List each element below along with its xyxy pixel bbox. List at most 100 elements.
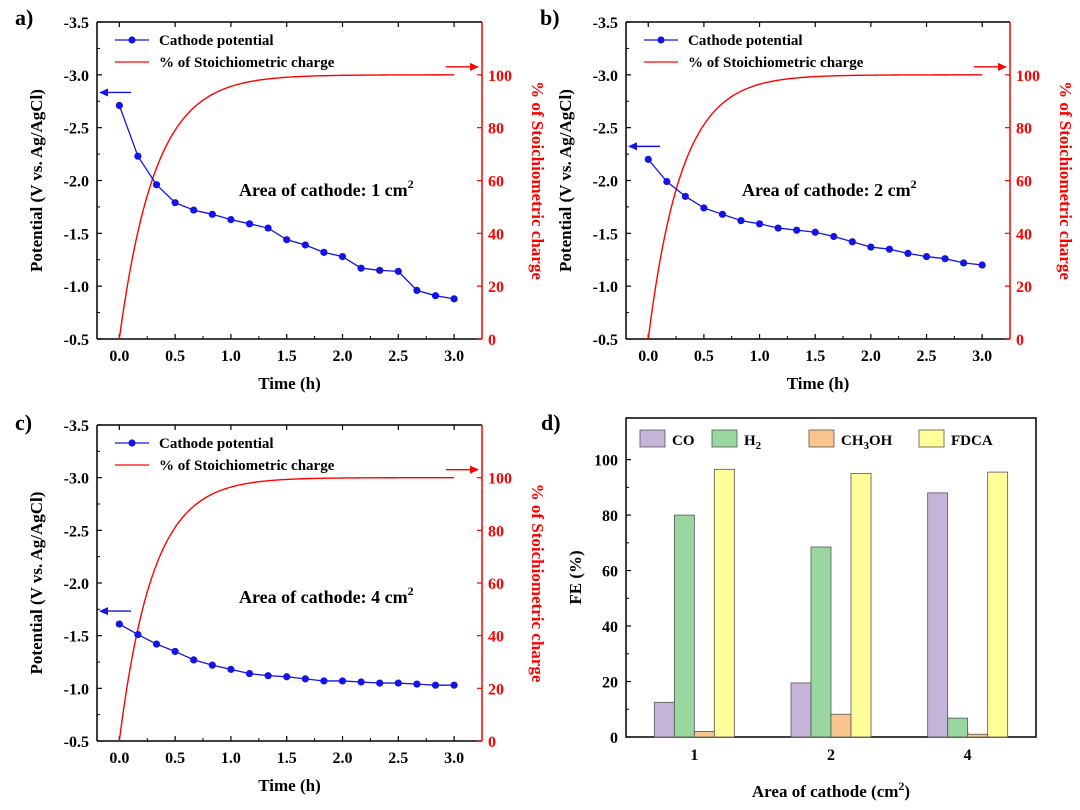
y-tick-label: -3.0: [64, 471, 89, 488]
bar-ch3oh: [967, 733, 989, 738]
potential-point: [134, 631, 142, 639]
potential-point: [450, 295, 458, 303]
x-tick-label: 1: [690, 747, 698, 764]
legend-potential-marker: [128, 439, 136, 447]
x-tick-label: 2.0: [333, 348, 353, 365]
bar-co: [653, 701, 675, 738]
y-tick-label: 80: [602, 508, 618, 525]
y-tick-label: 40: [602, 619, 618, 636]
area-annotation: Area of cathode: 4 cm2: [239, 584, 414, 607]
y-tick-label: -0.5: [64, 332, 89, 349]
annotation-text: Area of cathode: 4 cm: [239, 587, 408, 607]
y-tick-label: -1.0: [593, 279, 618, 296]
potential-point: [190, 656, 198, 664]
area-annotation: Area of cathode: 1 cm2: [239, 177, 414, 200]
bar-ch3oh: [830, 713, 852, 738]
x-tick-label: 2.5: [917, 348, 937, 365]
y-tick-label: -1.5: [64, 226, 89, 243]
panel-label: a): [15, 5, 33, 30]
y2-tick-label: 0: [488, 734, 496, 751]
potential-point: [301, 241, 309, 249]
area-annotation: Area of cathode: 2 cm2: [742, 177, 917, 200]
x-tick-label: 2.5: [388, 750, 408, 767]
x-tick-label: 1.5: [805, 348, 825, 365]
bar-co: [927, 492, 949, 738]
potential-point: [227, 215, 235, 224]
potential-point: [867, 243, 875, 251]
stoichiometric-curve: [118, 74, 455, 340]
potential-point: [941, 255, 949, 263]
potential-point: [171, 647, 179, 656]
y2-tick-label: 100: [488, 471, 512, 488]
potential-point: [357, 678, 365, 686]
x-tick-label: 0.0: [638, 348, 658, 365]
potential-line: [647, 158, 983, 266]
potential-point: [152, 181, 161, 189]
legend-label: % of Stoichiometric charge: [159, 458, 335, 474]
x-tick-label: 4: [964, 747, 972, 764]
legend-label: H2: [744, 433, 762, 452]
y-tick-label: -2.0: [593, 174, 618, 191]
x-tick-label: 3.0: [444, 750, 464, 767]
y-tick-label: -0.5: [593, 332, 618, 349]
left-arrow-head: [628, 142, 637, 151]
bar-fdca: [713, 468, 735, 738]
y-tick-label: -1.5: [64, 629, 89, 646]
bar-h2: [673, 514, 695, 738]
legend-label-main: CH: [841, 433, 864, 449]
panel-label: d): [541, 410, 561, 435]
x-tick-label: 0.5: [694, 348, 714, 365]
potential-point: [320, 248, 328, 256]
right-arrow-head: [998, 62, 1007, 71]
x-tick-label: 1.0: [221, 750, 241, 767]
potential-point: [960, 259, 968, 267]
y-tick-label: 60: [602, 564, 618, 581]
potential-point: [431, 292, 440, 300]
legend-label: % of Stoichiometric charge: [688, 55, 864, 71]
potential-point: [190, 206, 198, 214]
x-tick-label: 1.5: [277, 348, 297, 365]
y-tick-label: -3.5: [593, 15, 618, 32]
x-axis-label-main: Area of cathode (cm: [752, 782, 899, 801]
potential-point: [264, 672, 272, 680]
potential-point: [208, 210, 216, 218]
legend-potential-marker: [128, 36, 136, 44]
x-tick-label: 0.0: [109, 750, 129, 767]
y2-tick-label: 20: [488, 681, 504, 698]
potential-point: [376, 266, 384, 274]
y-tick-label: -2.5: [64, 121, 89, 138]
y-axis-label: Potential (V vs. Ag/AgCl): [556, 89, 575, 272]
annotation-sup: 2: [408, 584, 414, 598]
y2-tick-label: 80: [488, 523, 504, 540]
y-tick-label: -3.0: [64, 68, 89, 85]
x-tick-label: 2: [827, 747, 835, 764]
y2-tick-label: 0: [488, 332, 496, 349]
bar-fdca: [850, 473, 872, 738]
x-axis-label: Time (h): [258, 374, 321, 393]
x-tick-label: 2.5: [388, 348, 408, 365]
panel-b: b) 0.0 0.5 1.0 1.5 2.0 2.5 3.0 -0.5 -1.0 -1.5 -2.0 -…: [540, 5, 1075, 393]
y2-axis-label: % of Stoichiometric charge: [1056, 81, 1075, 280]
y2-axis-label: % of Stoichiometric charge: [528, 484, 547, 683]
x-axis-label: Area of cathode (cm2): [752, 779, 910, 801]
x-tick-label: 0.5: [165, 750, 185, 767]
bar-ch3oh: [693, 731, 715, 738]
x-tick-label: 3.0: [972, 348, 992, 365]
legend-swatch-fdca: [918, 429, 945, 448]
y2-tick-label: 60: [488, 174, 504, 191]
y2-tick-label: 40: [1016, 226, 1032, 243]
y2-tick-label: 40: [488, 629, 504, 646]
x-axis-label: Time (h): [787, 374, 850, 393]
bar-fdca: [987, 471, 1009, 738]
y-tick-label: 20: [602, 675, 618, 692]
legend-label: CO: [672, 433, 695, 449]
legend-label: % of Stoichiometric charge: [159, 55, 335, 71]
y2-tick-label: 20: [1016, 279, 1032, 296]
y-tick-label: -3.0: [593, 68, 618, 85]
legend-label-sub: 3: [864, 440, 870, 452]
x-axis-label-end: ): [904, 782, 910, 801]
bar-h2: [810, 546, 832, 738]
potential-point: [134, 152, 142, 160]
